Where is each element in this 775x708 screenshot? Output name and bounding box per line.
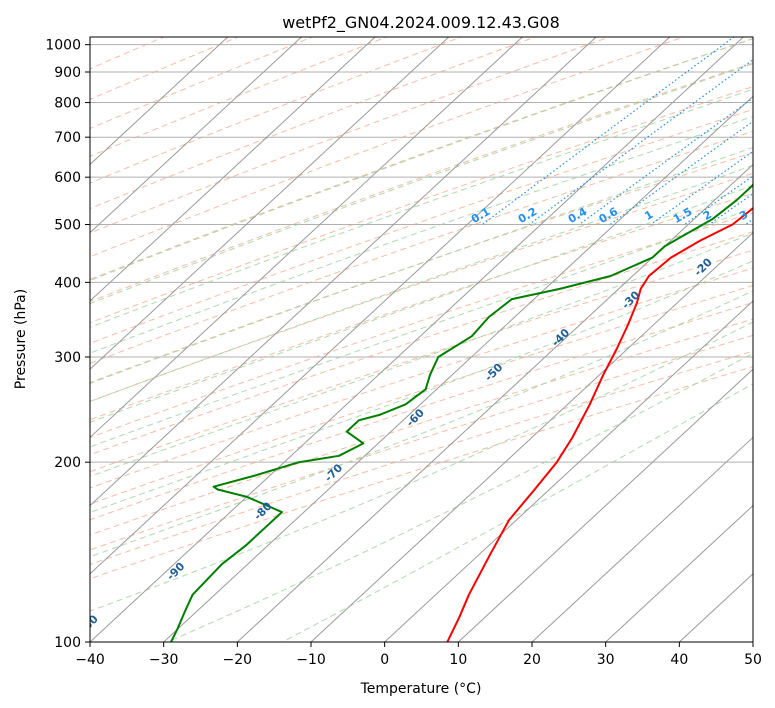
temperature-profile — [446, 206, 753, 642]
isotherm — [531, 436, 753, 642]
isotherm — [90, 37, 229, 166]
y-tick-label: 800 — [54, 96, 81, 112]
isotherm — [383, 300, 753, 642]
x-tick-label: −10 — [296, 652, 326, 668]
isotherms — [90, 37, 753, 642]
dry-adiabat — [90, 37, 611, 234]
moist-adiabat — [90, 115, 753, 354]
x-tick-label: 40 — [670, 652, 688, 668]
dry-adiabat — [90, 249, 753, 473]
x-tick-label: 0 — [380, 652, 389, 668]
dry-adiabat — [90, 37, 463, 184]
y-tick-label: 500 — [54, 217, 81, 233]
isotherm — [236, 163, 753, 642]
x-axis: −40 −30 −20 −10 0 10 20 30 40 50 — [75, 642, 762, 668]
dry-adiabat — [90, 212, 753, 439]
dry-adiabat — [90, 334, 753, 551]
y-tick-label: 900 — [54, 65, 81, 81]
moist-adiabat — [90, 146, 753, 384]
plot-frame — [89, 36, 754, 643]
dry-adiabat — [90, 267, 753, 489]
x-tick-label: 30 — [597, 652, 615, 668]
y-tick-label: 200 — [54, 455, 81, 471]
isotherm — [604, 504, 753, 642]
y-tick-label: 300 — [54, 350, 81, 366]
y-tick-label: 400 — [54, 275, 81, 291]
isotherm — [310, 232, 753, 642]
moist-adiabat — [90, 232, 753, 477]
isotherm — [90, 37, 376, 302]
x-tick-label: 10 — [449, 652, 467, 668]
dewpoint-profile — [170, 183, 753, 642]
isotherm — [90, 37, 597, 507]
dry-adiabat — [90, 152, 753, 384]
plot-area: 0.10.20.40.611.52346810131620253036-100-… — [72, 37, 753, 642]
moist-adiabat — [90, 63, 753, 305]
dry-adiabat — [90, 62, 753, 303]
y-tick-label: 1000 — [45, 38, 81, 54]
x-tick-label: −30 — [149, 652, 179, 668]
moist-adiabat — [90, 260, 753, 514]
dry-adiabat-label: -100 — [72, 612, 101, 641]
x-tick-label: −40 — [75, 652, 105, 668]
y-tick-label: 600 — [54, 170, 81, 186]
dry-adiabat — [90, 37, 686, 258]
mixing-ratio-line — [528, 58, 753, 225]
x-axis-label: Temperature (°C) — [360, 681, 482, 697]
isotherm — [90, 37, 745, 642]
y-tick-label: 100 — [54, 635, 81, 651]
x-tick-label: 50 — [744, 652, 762, 668]
isotherm — [90, 37, 450, 370]
dry-adiabat — [90, 37, 314, 130]
x-tick-label: −20 — [223, 652, 253, 668]
moist-adiabat — [90, 38, 753, 282]
sounding-profiles — [170, 183, 753, 642]
moist-adiabat — [90, 207, 753, 448]
mixing-ratio-lines — [482, 37, 753, 225]
chart-title: wetPf2_GN04.2024.009.12.43.G08 — [282, 13, 560, 33]
isotherm — [162, 95, 753, 642]
isotherm — [90, 37, 671, 575]
isotherm — [90, 37, 524, 439]
mixing-ratio-line — [650, 150, 753, 225]
isotherm — [90, 37, 303, 234]
y-tick-label: 700 — [54, 130, 81, 146]
moist-adiabats — [90, 38, 753, 642]
dry-adiabat — [90, 37, 240, 100]
y-axis-label: Pressure (hPa) — [13, 289, 29, 389]
dry-adiabat — [90, 301, 753, 521]
y-axis: 100 200 300 400 500 600 700 800 900 1000 — [45, 38, 90, 651]
moist-adiabat — [90, 290, 753, 558]
isotherm — [457, 368, 753, 642]
x-tick-label: 20 — [523, 652, 541, 668]
mixing-ratio-line — [482, 37, 735, 225]
